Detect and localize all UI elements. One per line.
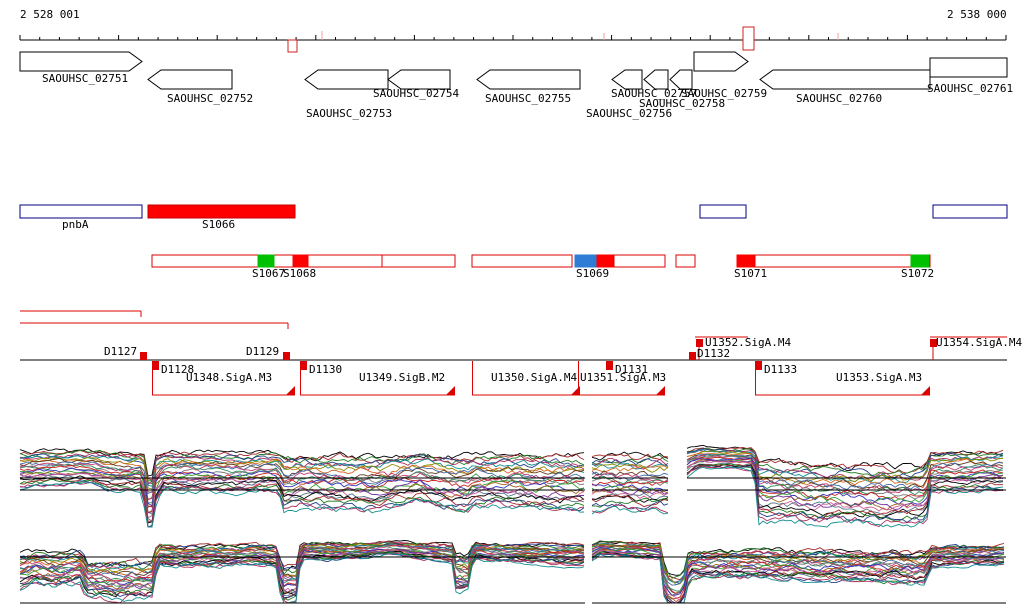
- expression-trace: [19, 481, 585, 528]
- expression-trace: [686, 460, 1004, 512]
- expression-trace: [591, 550, 1005, 602]
- expression-trace: [19, 548, 585, 594]
- expression-trace: [19, 465, 585, 508]
- terminator-flag-D1131[interactable]: [606, 361, 613, 370]
- expression-trace: [591, 553, 1005, 604]
- transcript-direction-triangle: [286, 386, 295, 395]
- expression-trace: [19, 552, 585, 604]
- expression-trace: [591, 465, 669, 473]
- segment-box[interactable]: [381, 254, 456, 268]
- expression-trace: [19, 553, 585, 598]
- expression-trace: [591, 543, 1005, 586]
- transcript-direction-triangle: [656, 386, 665, 395]
- expression-trace: [19, 463, 585, 508]
- segment-box[interactable]: [910, 254, 930, 268]
- expression-trace: [19, 452, 585, 485]
- segment-box[interactable]: [257, 254, 275, 268]
- transcript-direction-triangle: [571, 386, 580, 395]
- expression-trace: [686, 449, 1004, 484]
- gene-arrow-SAOUHSC_02754[interactable]: [387, 69, 451, 90]
- expression-trace: [591, 463, 669, 473]
- expression-trace: [591, 462, 669, 470]
- expression-trace: [686, 452, 1004, 489]
- expression-trace: [591, 494, 669, 508]
- feature-box-S1066[interactable]: [147, 204, 296, 219]
- terminator-flag-D1127[interactable]: [140, 352, 147, 360]
- segment-box[interactable]: [471, 254, 573, 268]
- expression-trace: [591, 453, 669, 461]
- expression-trace: [592, 498, 669, 508]
- terminator-flag-D1133[interactable]: [755, 361, 762, 370]
- gene-arrow-SAOUHSC_02752[interactable]: [147, 69, 233, 90]
- expression-trace: [19, 480, 585, 528]
- expression-trace: [19, 463, 585, 504]
- terminator-flag-D1129[interactable]: [283, 352, 290, 360]
- expression-trace: [19, 458, 585, 493]
- expression-trace: [686, 447, 1004, 477]
- gene-arrow-SAOUHSC_02751[interactable]: [19, 51, 143, 72]
- expression-trace: [591, 458, 669, 467]
- expression-trace: [19, 457, 585, 501]
- ruler-mark-box: [287, 39, 298, 53]
- expression-trace: [19, 478, 585, 523]
- segment-box[interactable]: [613, 254, 666, 268]
- expression-trace: [591, 545, 1005, 595]
- expression-trace: [19, 552, 585, 604]
- expression-trace: [591, 470, 669, 480]
- segment-box[interactable]: [574, 254, 598, 268]
- expression-trace: [591, 504, 669, 514]
- terminator-flag-D1128[interactable]: [152, 361, 159, 370]
- terminator-flag-D1130[interactable]: [300, 361, 307, 370]
- gene-arrow-SAOUHSC_02759[interactable]: [693, 51, 749, 72]
- promoter-flag-U1352.SigA.M4[interactable]: [696, 339, 703, 347]
- expression-trace: [19, 449, 585, 482]
- terminator-flag-D1132[interactable]: [689, 352, 696, 360]
- promoter-flag-U1354.SigA.M4[interactable]: [930, 339, 937, 347]
- gene-arrow-SAOUHSC_02761[interactable]: [929, 57, 1008, 78]
- gene-arrow-SAOUHSC_02757[interactable]: [643, 69, 669, 90]
- expression-trace: [591, 500, 669, 510]
- transcript-direction-triangle: [921, 386, 930, 395]
- expression-trace: [591, 454, 669, 465]
- feature-box[interactable]: [932, 204, 1008, 219]
- gene-arrow-SAOUHSC_02758[interactable]: [669, 69, 693, 90]
- segment-box[interactable]: [596, 254, 615, 268]
- segment-box[interactable]: [292, 254, 309, 268]
- expression-trace: [686, 456, 1004, 500]
- expression-trace: [19, 481, 585, 528]
- segment-box[interactable]: [675, 254, 696, 268]
- expression-trace: [591, 480, 669, 487]
- gene-arrow-SAOUHSC_02756[interactable]: [611, 69, 643, 90]
- segment-box[interactable]: [736, 254, 756, 268]
- expression-trace: [591, 475, 669, 485]
- feature-box[interactable]: [699, 204, 747, 219]
- expression-trace: [686, 463, 1004, 522]
- gene-arrow-SAOUHSC_02755[interactable]: [476, 69, 581, 90]
- expression-trace: [19, 470, 585, 514]
- expression-trace: [19, 454, 585, 487]
- expression-trace: [19, 474, 585, 523]
- expression-trace: [686, 462, 1004, 517]
- expression-trace: [19, 478, 585, 528]
- expression-trace: [19, 449, 585, 481]
- expression-trace: [686, 453, 1004, 496]
- transcript-direction-triangle: [446, 386, 455, 395]
- gene-arrow-SAOUHSC_02753[interactable]: [304, 69, 389, 90]
- gene-arrow-SAOUHSC_02760[interactable]: [759, 69, 931, 90]
- expression-trace: [591, 483, 669, 492]
- expression-trace: [686, 466, 1004, 528]
- expression-trace: [19, 448, 585, 477]
- expression-trace: [686, 453, 1004, 492]
- expression-trace: [686, 463, 1004, 520]
- feature-box-pnbA[interactable]: [19, 204, 143, 219]
- expression-trace: [591, 505, 669, 515]
- ruler-mark-box: [742, 26, 755, 51]
- expression-trace: [591, 540, 1005, 576]
- segment-box[interactable]: [754, 254, 931, 268]
